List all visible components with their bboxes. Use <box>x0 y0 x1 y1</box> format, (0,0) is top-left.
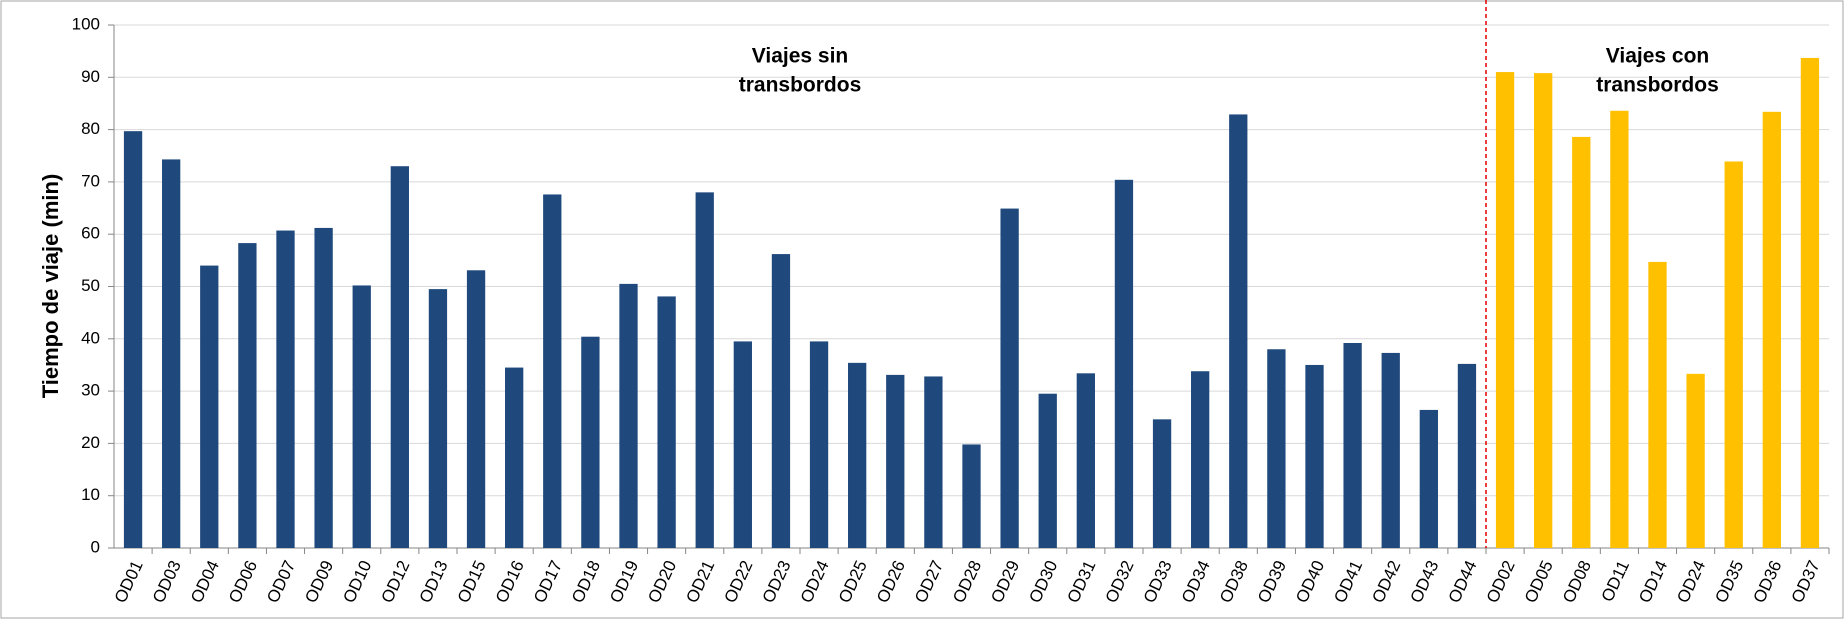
bar <box>200 265 219 548</box>
bar <box>1724 161 1743 549</box>
bar <box>1381 352 1400 548</box>
y-tick-label: 20 <box>81 433 100 452</box>
y-axis-label: Tiempo de viaje (min) <box>38 174 63 399</box>
annotation: Viajes sin <box>752 45 849 68</box>
bar <box>809 341 829 548</box>
y-tick-label: 70 <box>81 171 100 190</box>
bar <box>848 362 867 548</box>
bar <box>505 367 524 548</box>
bar <box>1267 349 1286 548</box>
y-tick-label: 50 <box>81 276 100 295</box>
bar <box>657 296 676 548</box>
bar <box>1076 373 1095 548</box>
bar <box>1534 73 1553 548</box>
y-tick-label: 90 <box>81 67 100 86</box>
bar <box>1686 373 1705 548</box>
bar <box>1229 114 1248 549</box>
bar <box>886 374 905 548</box>
bar <box>1610 110 1629 548</box>
bar <box>619 283 638 548</box>
bar <box>695 192 714 549</box>
bar <box>1191 371 1210 548</box>
y-tick-label: 10 <box>81 485 100 504</box>
bar <box>1495 72 1515 548</box>
bar <box>1762 111 1781 549</box>
bar <box>123 131 143 548</box>
bar <box>1038 393 1057 548</box>
bar <box>390 166 409 548</box>
bar <box>352 285 371 548</box>
bar <box>1305 364 1324 548</box>
bar <box>276 230 295 548</box>
y-tick-label: 40 <box>81 328 100 347</box>
bar <box>1000 208 1019 548</box>
bar <box>924 376 943 548</box>
y-tick-label: 100 <box>72 14 100 33</box>
annotation: transbordos <box>739 74 862 97</box>
bar <box>1152 419 1172 548</box>
y-tick-label: 30 <box>81 381 100 400</box>
annotation: Viajes con <box>1606 45 1710 68</box>
bar <box>1457 363 1477 548</box>
bar <box>581 336 600 548</box>
y-tick-label: 60 <box>81 224 100 243</box>
bar <box>238 243 257 548</box>
bar <box>1343 342 1362 548</box>
bar <box>314 227 333 548</box>
bar <box>162 159 181 548</box>
y-tick-label: 0 <box>91 537 100 556</box>
bar <box>466 270 486 548</box>
bar <box>962 444 981 548</box>
bar <box>428 289 448 548</box>
bar <box>1800 57 1820 548</box>
annotation: transbordos <box>1596 74 1719 97</box>
y-tick-label: 80 <box>81 119 100 138</box>
bar <box>1114 179 1134 549</box>
bar <box>543 194 562 548</box>
bar <box>733 341 752 548</box>
bar <box>1419 409 1438 548</box>
bar <box>1648 261 1667 548</box>
bar <box>771 254 791 548</box>
bar <box>1572 136 1591 548</box>
